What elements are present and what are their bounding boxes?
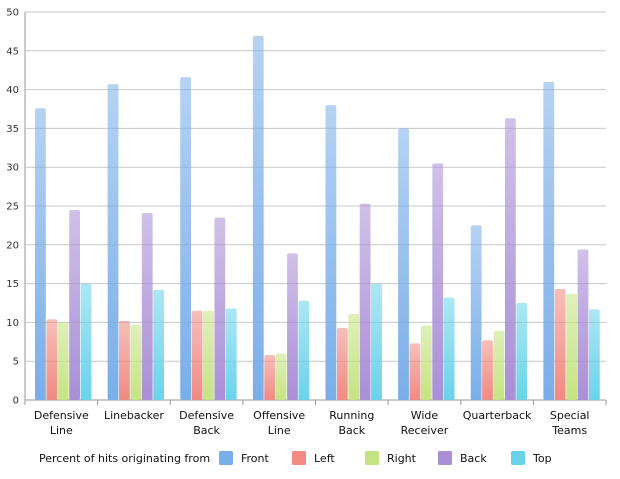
category-label-2: Defensive Back [179, 409, 234, 437]
bar-right-2 [203, 310, 214, 400]
bar-back-6 [504, 118, 516, 400]
bar-front-1 [107, 84, 119, 400]
bar-right-0 [57, 322, 69, 400]
bar-left-1 [119, 320, 130, 400]
legend-swatch-back [438, 451, 452, 465]
y-tick-15: 15 [6, 279, 19, 290]
bar-top-1 [153, 289, 165, 400]
category-label-6: Quarterback [463, 409, 532, 422]
y-tick-45: 45 [6, 46, 19, 57]
legend-label-left: Left [314, 452, 335, 465]
legend-label-back: Back [460, 452, 487, 465]
bar-top-3 [298, 300, 310, 400]
bar-back-1 [141, 212, 153, 400]
bar-left-0 [46, 319, 58, 400]
legend: Percent of hits originating from Front Lef… [39, 451, 552, 465]
legend-swatch-top [511, 451, 525, 465]
bar-left-3 [264, 354, 276, 400]
bar-top-0 [80, 283, 92, 400]
bar-front-0 [35, 108, 46, 400]
legend-label-right: Right [387, 452, 417, 465]
legend-label-top: Top [532, 452, 552, 465]
bar-right-3 [275, 353, 287, 400]
legend-label-front: Front [241, 452, 270, 465]
bar-back-4 [359, 203, 371, 400]
bar-front-6 [470, 225, 482, 400]
bar-top-4 [371, 283, 382, 400]
y-tick-labels: 0 5 10 15 20 25 30 35 40 45 50 [6, 8, 19, 407]
bar-front-5 [398, 128, 409, 400]
bar-top-7 [588, 309, 600, 400]
bar-front-4 [325, 105, 337, 401]
bar-left-5 [409, 343, 421, 400]
bar-left-7 [554, 289, 566, 400]
bar-back-5 [432, 163, 444, 400]
bar-back-7 [577, 249, 589, 400]
y-tick-40: 40 [6, 85, 19, 96]
bar-front-2 [180, 77, 192, 401]
bar-left-4 [336, 327, 348, 400]
y-tick-10: 10 [6, 318, 19, 329]
category-label-4: Running Back [329, 409, 374, 437]
category-labels: Defensive Line Linebacker Defensive Back Offe… [34, 409, 590, 437]
category-label-0: Defensive Line [34, 409, 89, 437]
legend-swatch-front [219, 451, 233, 465]
legend-swatch-left [292, 451, 306, 465]
y-tick-20: 20 [6, 240, 19, 251]
y-tick-30: 30 [6, 163, 19, 174]
bar-back-0 [69, 209, 80, 400]
legend-swatch-right [365, 451, 379, 465]
bar-right-6 [493, 330, 505, 400]
bar-front-3 [252, 36, 264, 400]
y-tick-5: 5 [13, 357, 19, 368]
bar-front-7 [543, 81, 555, 400]
bar-left-6 [482, 340, 493, 400]
bar-back-2 [214, 217, 226, 400]
category-label-3: Offensive Line [253, 409, 305, 437]
category-label-1: Linebacker [104, 409, 164, 422]
bar-right-1 [130, 324, 142, 400]
bar-top-5 [443, 297, 455, 400]
y-tick-0: 0 [13, 396, 19, 407]
bar-top-2 [225, 308, 237, 400]
bar-right-5 [420, 325, 432, 400]
bars-group [35, 36, 600, 401]
category-label-5: Wide Receiver [401, 409, 449, 437]
bar-back-3 [287, 253, 298, 400]
legend-title: Percent of hits originating from [39, 452, 210, 465]
y-tick-50: 50 [6, 8, 19, 19]
category-label-7: Special Teams [550, 409, 590, 437]
bar-left-2 [191, 310, 203, 400]
y-tick-25: 25 [6, 202, 19, 213]
bar-right-4 [348, 313, 360, 400]
bar-right-7 [566, 293, 577, 400]
bar-top-6 [516, 303, 528, 400]
y-tick-35: 35 [6, 124, 19, 135]
